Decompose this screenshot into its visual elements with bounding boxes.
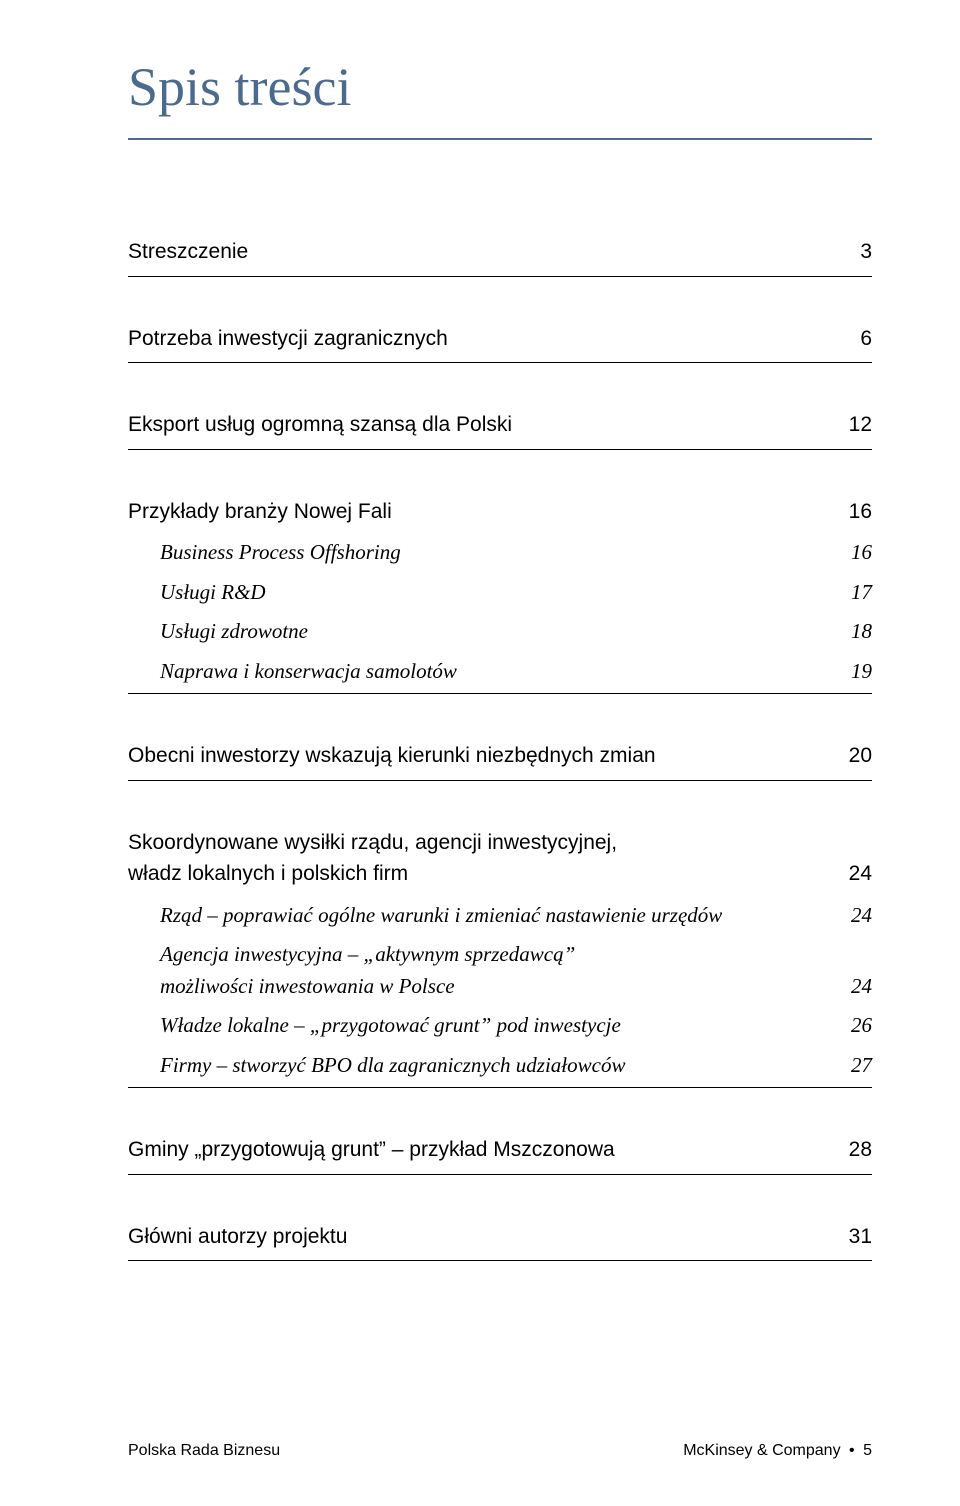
- toc-sub-page: 17: [851, 577, 872, 609]
- toc-sub-entry: Firmy – stworzyć BPO dla zagranicznych u…: [160, 1046, 872, 1086]
- spacer: [128, 279, 872, 317]
- toc-sub-entry: Usługi zdrowotne 18: [160, 612, 872, 652]
- toc-label: Przykłady branży Nowej Fali: [128, 496, 392, 528]
- toc-page: 16: [849, 496, 872, 528]
- toc-entry: Streszczenie 3: [128, 230, 872, 274]
- toc-rule: [128, 1260, 872, 1261]
- toc-sub-entry: Business Process Offshoring 16: [160, 533, 872, 573]
- toc-page: 28: [849, 1134, 872, 1166]
- toc-page: 6: [860, 323, 872, 355]
- toc-page: 12: [849, 409, 872, 441]
- toc-rule: [128, 1174, 872, 1175]
- spacer: [128, 1090, 872, 1128]
- page-title: Spis treści: [128, 56, 872, 118]
- toc-sub-label: Władze lokalne – „przygotować grunt” pod…: [160, 1010, 621, 1042]
- toc-sub-entry: Naprawa i konserwacja samolotów 19: [160, 652, 872, 692]
- toc-rule: [128, 449, 872, 450]
- toc-label-line1: Skoordynowane wysiłki rządu, agencji inw…: [128, 827, 617, 859]
- toc-rule: [128, 276, 872, 277]
- toc-sub-page: 18: [851, 616, 872, 648]
- toc-rule: [128, 362, 872, 363]
- page: Spis treści Streszczenie 3 Potrzeba inwe…: [0, 0, 960, 1506]
- toc-sub-label-line2: możliwości inwestowania w Polsce: [160, 971, 455, 1003]
- footer-page-number: 5: [863, 1442, 872, 1459]
- toc-sub-group: Business Process Offshoring 16 Usługi R&…: [128, 533, 872, 691]
- table-of-contents: Streszczenie 3 Potrzeba inwestycji zagra…: [128, 230, 872, 1263]
- toc-entry: Główni autorzy projektu 31: [128, 1215, 872, 1259]
- toc-entry: Przykłady branży Nowej Fali 16: [128, 490, 872, 534]
- toc-entry: Skoordynowane wysiłki rządu, agencji inw…: [128, 821, 872, 859]
- toc-entry: Eksport usług ogromną szansą dla Polski …: [128, 403, 872, 447]
- toc-label-line2: władz lokalnych i polskich firm: [128, 858, 408, 890]
- title-rule: [128, 138, 872, 140]
- toc-sub-entry: Usługi R&D 17: [160, 573, 872, 613]
- footer-bullet-icon: •: [845, 1442, 859, 1459]
- toc-entry: Obecni inwestorzy wskazują kierunki niez…: [128, 734, 872, 778]
- toc-entry: Gminy „przygotowują grunt” – przykład Ms…: [128, 1128, 872, 1172]
- toc-sub-page: 16: [851, 537, 872, 569]
- spacer: [128, 1177, 872, 1215]
- toc-sub-entry: Agencja inwestycyjna – „aktywnym sprzeda…: [160, 935, 872, 971]
- toc-sub-page: 19: [851, 656, 872, 688]
- footer-left: Polska Rada Biznesu: [128, 1442, 280, 1460]
- toc-sub-label: Naprawa i konserwacja samolotów: [160, 656, 457, 688]
- toc-rule: [128, 780, 872, 781]
- toc-sub-page: 24: [851, 900, 872, 932]
- spacer: [128, 696, 872, 734]
- footer-right: McKinsey & Company • 5: [683, 1442, 872, 1460]
- toc-page: 20: [849, 740, 872, 772]
- toc-label: Obecni inwestorzy wskazują kierunki niez…: [128, 740, 656, 772]
- toc-sub-label: Usługi zdrowotne: [160, 616, 308, 648]
- spacer: [128, 783, 872, 821]
- toc-rule: [128, 693, 872, 694]
- toc-label: Eksport usług ogromną szansą dla Polski: [128, 409, 512, 441]
- toc-label: Streszczenie: [128, 236, 248, 268]
- toc-sub-group: Rząd – poprawiać ogólne warunki i zmieni…: [128, 896, 872, 1086]
- page-footer: Polska Rada Biznesu McKinsey & Company •…: [128, 1442, 872, 1460]
- toc-entry: Potrzeba inwestycji zagranicznych 6: [128, 317, 872, 361]
- toc-sub-label: Firmy – stworzyć BPO dla zagranicznych u…: [160, 1050, 625, 1082]
- toc-sub-page: 26: [851, 1010, 872, 1042]
- toc-page: 31: [849, 1221, 872, 1253]
- toc-page: 24: [849, 858, 872, 890]
- toc-entry: władz lokalnych i polskich firm 24: [128, 858, 872, 896]
- toc-sub-entry: Władze lokalne – „przygotować grunt” pod…: [160, 1006, 872, 1046]
- toc-sub-page: 24: [851, 971, 872, 1003]
- toc-rule: [128, 1087, 872, 1088]
- toc-sub-label: Business Process Offshoring: [160, 537, 401, 569]
- spacer: [128, 365, 872, 403]
- toc-sub-label: Rząd – poprawiać ogólne warunki i zmieni…: [160, 900, 722, 932]
- toc-label: Potrzeba inwestycji zagranicznych: [128, 323, 448, 355]
- spacer: [128, 452, 872, 490]
- footer-company: McKinsey & Company: [683, 1442, 840, 1459]
- toc-label: Gminy „przygotowują grunt” – przykład Ms…: [128, 1134, 615, 1166]
- toc-sub-entry: możliwości inwestowania w Polsce 24: [160, 971, 872, 1007]
- toc-sub-label: Usługi R&D: [160, 577, 266, 609]
- toc-sub-label-line1: Agencja inwestycyjna – „aktywnym sprzeda…: [160, 939, 575, 971]
- toc-sub-entry: Rząd – poprawiać ogólne warunki i zmieni…: [160, 896, 872, 936]
- toc-page: 3: [860, 236, 872, 268]
- toc-sub-page: 27: [851, 1050, 872, 1082]
- toc-label: Główni autorzy projektu: [128, 1221, 347, 1253]
